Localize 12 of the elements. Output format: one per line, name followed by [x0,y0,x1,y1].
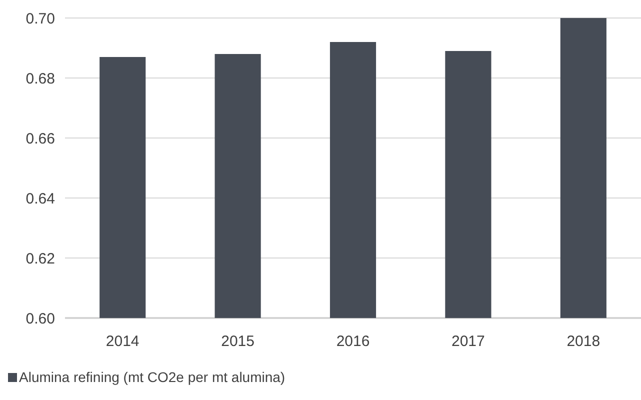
y-tick-label: 0.62 [26,250,55,268]
x-tick-label: 2014 [106,333,140,350]
y-tick-label: 0.60 [26,310,55,328]
x-tick-label: 2016 [336,333,370,350]
x-tick-label: 2018 [566,333,600,350]
y-tick-label: 0.68 [26,70,55,88]
y-tick-label: 0.66 [26,130,55,148]
y-tick-label: 0.64 [26,190,55,208]
y-tick-label: 0.70 [26,10,55,28]
x-tick-label: 2017 [452,333,485,350]
x-tick-label: 2015 [221,333,254,350]
legend-label: Alumina refining (mt CO2e per mt alumina) [19,369,286,385]
